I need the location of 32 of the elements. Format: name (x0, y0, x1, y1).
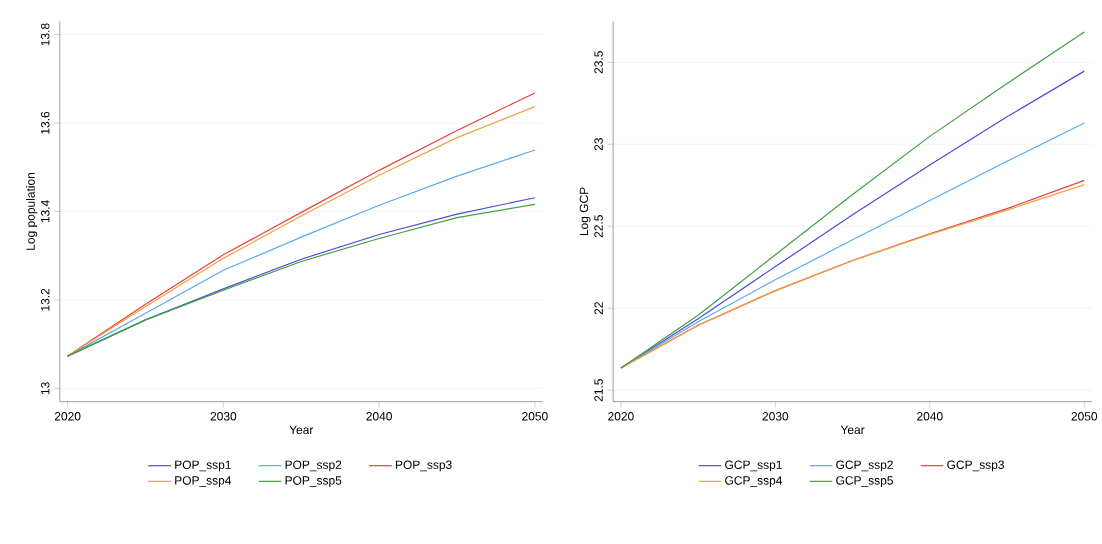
legend-label: GCP_ssp3 (947, 460, 1004, 472)
legend-label: POP_ssp3 (395, 460, 452, 472)
legend-label: GCP_ssp5 (836, 476, 893, 488)
x-tick-label: 2030 (210, 412, 237, 421)
y-tick-label: 23 (594, 138, 603, 151)
y-axis-title: Log GCP (579, 187, 591, 236)
x-tick-label: 2030 (762, 412, 789, 421)
legend-label: POP_ssp4 (175, 476, 232, 488)
y-tick-label: 13 (41, 382, 50, 395)
y-tick-label: 22 (594, 302, 603, 315)
x-tick-label: 2040 (917, 412, 943, 421)
x-axis-title: Year (840, 425, 865, 435)
y-tick-label: 22.5 (594, 215, 603, 238)
x-tick-label: 2020 (54, 412, 81, 421)
y-axis-title: Log population (26, 173, 38, 250)
y-tick-label: 13.8 (41, 23, 50, 46)
legend-label: GCP_ssp4 (725, 476, 783, 488)
y-tick-label: 23.5 (594, 51, 603, 74)
y-tick-label: 13.6 (41, 112, 50, 134)
y-tick-label: 13.2 (41, 289, 50, 311)
x-tick-label: 2050 (1071, 412, 1098, 421)
legend-label: POP_ssp1 (175, 460, 231, 472)
x-axis-title: Year (289, 425, 314, 435)
y-tick-label: 21.5 (594, 379, 603, 402)
x-tick-label: 2020 (608, 412, 634, 421)
legend-label: GCP_ssp2 (836, 460, 893, 472)
legend-label: POP_ssp5 (285, 476, 342, 488)
x-tick-label: 2050 (522, 412, 548, 421)
legend-label: POP_ssp2 (285, 460, 342, 472)
y-tick-label: 13.4 (41, 200, 50, 223)
legend-label: GCP_ssp1 (725, 460, 782, 472)
x-tick-label: 2040 (366, 412, 392, 421)
